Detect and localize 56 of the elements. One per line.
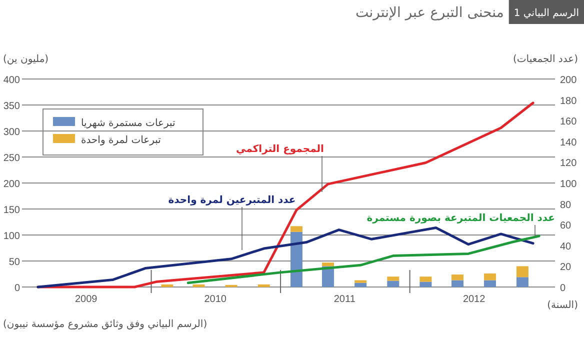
x-tick-label: 2012	[462, 294, 486, 305]
y2-tick-label: 100	[560, 179, 578, 190]
chart-title: منحنى التبرع عبر الإنترنت	[356, 5, 504, 21]
bar	[420, 276, 432, 282]
series-label: عدد الجمعيات المتبرعة بصورة مستمرة	[366, 213, 555, 224]
text: المجموع التراكمي	[236, 144, 324, 155]
y-tick-label: 50	[8, 257, 20, 268]
bar	[354, 282, 367, 287]
bar	[354, 280, 367, 283]
bar	[420, 282, 432, 287]
text: عدد المتبرعين لمرة واحدة	[168, 195, 296, 206]
x-tick-label: 2009	[74, 294, 98, 305]
chart-subtitle: الرسم البياني 1	[514, 8, 579, 19]
y-tick-label: 250	[3, 153, 20, 164]
legend-label: تبرعات لمرة واحدة	[81, 135, 162, 146]
y-axis-title: (مليون ين)	[3, 54, 49, 65]
y-tick-label: 0	[14, 283, 20, 294]
line-series	[36, 102, 534, 288]
x-tick-label: 2011	[334, 294, 356, 305]
y-tick-label: 150	[3, 205, 20, 216]
y-tick-label: 100	[3, 231, 20, 242]
y2-tick-label: 40	[560, 241, 572, 252]
y-tick-label: 350	[3, 101, 20, 112]
y2-tick-label: 180	[560, 96, 578, 107]
bar	[290, 232, 302, 287]
y2-tick-label: 0	[560, 283, 566, 294]
y2-tick-label: 140	[560, 137, 578, 148]
y-tick-label: 400	[3, 75, 20, 86]
bar	[451, 274, 464, 280]
bar	[192, 284, 205, 287]
text: (الرسم البياني وفق وثائق مشروع مؤسسة نيبون)	[3, 319, 208, 330]
y2-tick-label: 160	[560, 116, 578, 128]
y2-axis-title: (عدد الجمعيات)	[512, 54, 578, 65]
y-tick-label: 200	[3, 179, 20, 190]
y-tick-label: 300	[3, 127, 20, 138]
bar	[290, 226, 302, 232]
bar	[258, 284, 270, 287]
x-axis-title: (السنة)	[547, 300, 578, 311]
y2-tick-label: 200	[560, 75, 578, 86]
bar	[387, 276, 400, 281]
bar	[322, 262, 334, 266]
bar	[451, 280, 464, 287]
legend-label: تبرعات مستمرة شهريا	[81, 118, 176, 129]
bar	[516, 266, 528, 278]
bar	[484, 280, 496, 287]
x-tick-label: 2010	[204, 294, 227, 305]
bar	[387, 280, 400, 287]
y2-tick-label: 120	[560, 158, 578, 170]
y2-tick-label: 20	[560, 262, 572, 274]
bar	[161, 284, 174, 287]
line-series	[186, 234, 540, 284]
bar	[484, 273, 496, 280]
y2-tick-label: 80	[560, 200, 572, 211]
y2-tick-label: 60	[560, 220, 572, 232]
line-series	[36, 226, 534, 288]
bar	[516, 277, 528, 287]
